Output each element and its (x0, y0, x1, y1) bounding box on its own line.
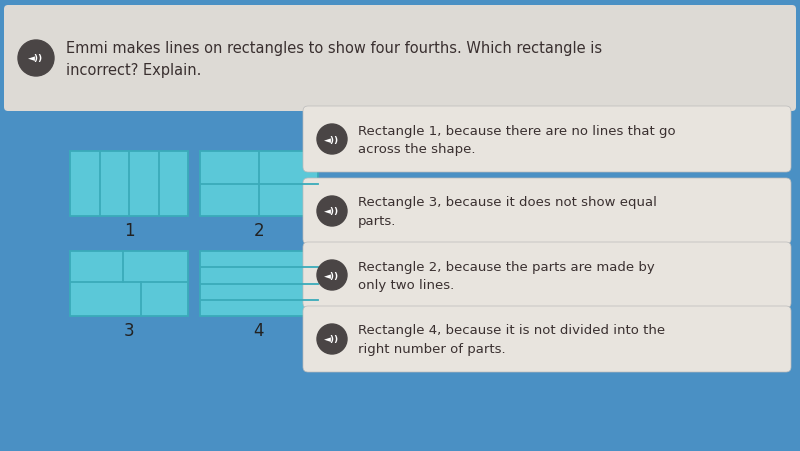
Text: 3: 3 (124, 321, 134, 339)
Text: Rectangle 3, because it does not show equal: Rectangle 3, because it does not show eq… (358, 196, 657, 209)
Circle shape (18, 41, 54, 77)
Text: parts.: parts. (358, 215, 396, 228)
Text: ◄)): ◄)) (325, 271, 339, 280)
FancyBboxPatch shape (303, 243, 791, 308)
FancyBboxPatch shape (303, 306, 791, 372)
Text: 2: 2 (254, 221, 264, 239)
Text: right number of parts.: right number of parts. (358, 343, 506, 356)
Circle shape (317, 197, 347, 226)
Text: across the shape.: across the shape. (358, 143, 475, 156)
FancyBboxPatch shape (4, 6, 796, 112)
Bar (70, 252, 188, 316)
Text: ◄)): ◄)) (325, 335, 339, 344)
Text: ◄)): ◄)) (325, 135, 339, 144)
FancyBboxPatch shape (303, 179, 791, 244)
Text: only two lines.: only two lines. (358, 279, 454, 292)
Text: ◄)): ◄)) (325, 207, 339, 216)
Bar (200, 152, 318, 216)
Text: 1: 1 (124, 221, 134, 239)
Text: incorrect? Explain.: incorrect? Explain. (66, 63, 202, 78)
Circle shape (317, 125, 347, 155)
Text: Rectangle 4, because it is not divided into the: Rectangle 4, because it is not divided i… (358, 324, 665, 337)
Text: Rectangle 2, because the parts are made by: Rectangle 2, because the parts are made … (358, 260, 654, 273)
Text: Rectangle 1, because there are no lines that go: Rectangle 1, because there are no lines … (358, 124, 676, 137)
Bar (70, 152, 188, 216)
Bar (200, 252, 318, 316)
Circle shape (317, 324, 347, 354)
FancyBboxPatch shape (303, 107, 791, 173)
Text: 4: 4 (254, 321, 264, 339)
Circle shape (317, 260, 347, 290)
Text: ◄)): ◄)) (29, 55, 43, 63)
Text: Emmi makes lines on rectangles to show four fourths. Which rectangle is: Emmi makes lines on rectangles to show f… (66, 41, 602, 55)
